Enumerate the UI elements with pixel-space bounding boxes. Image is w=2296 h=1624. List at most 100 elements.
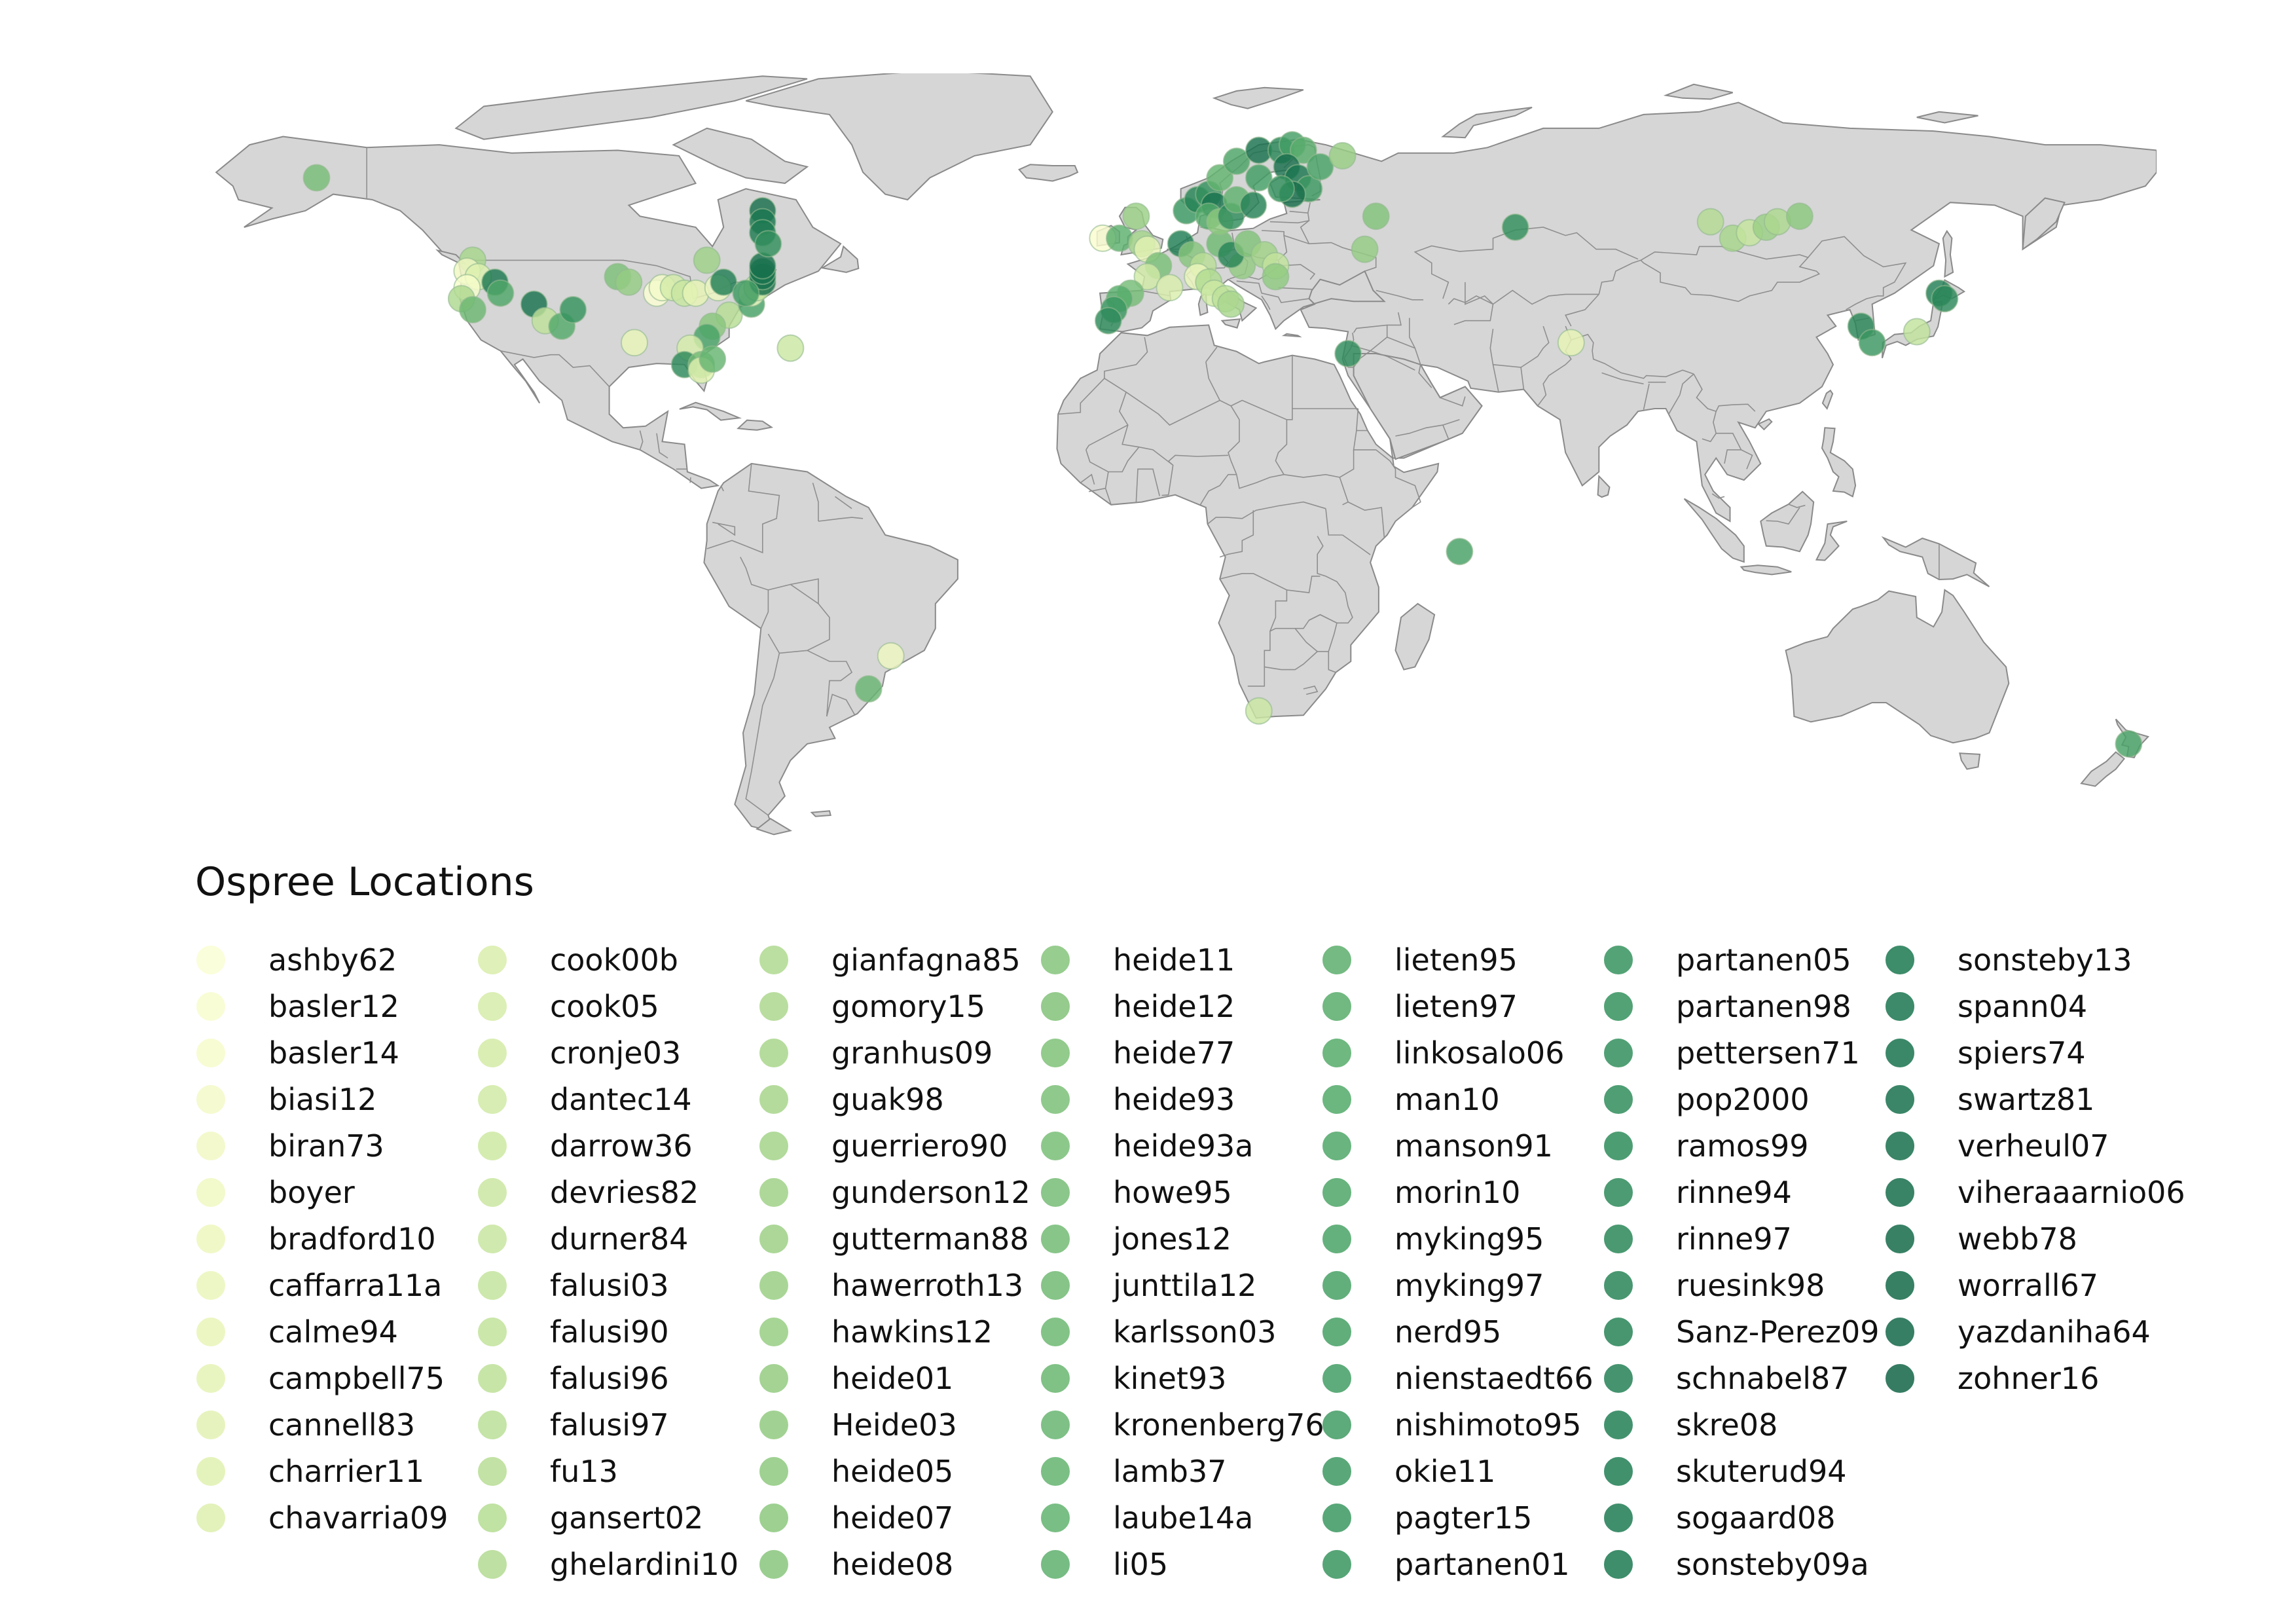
site-marker-falusi90[interactable] xyxy=(1903,318,1931,346)
site-marker-morin10[interactable] xyxy=(486,279,515,307)
site-marker-partanen98[interactable] xyxy=(559,295,587,323)
site-marker-cook00b[interactable] xyxy=(1156,274,1184,302)
legend-label: hawerroth13 xyxy=(831,1267,1024,1303)
country-border xyxy=(826,693,856,717)
legend-swatch xyxy=(196,1317,225,1346)
legend-entry: hawerroth13 xyxy=(759,1262,1023,1308)
legend-entry: guerriero90 xyxy=(759,1122,1008,1169)
landmass-taiwan xyxy=(1821,389,1834,410)
site-marker-heide12[interactable] xyxy=(1362,202,1390,231)
site-marker-kronenberg76[interactable] xyxy=(854,675,883,703)
legend-swatch xyxy=(1041,1038,1070,1067)
site-marker-hawerroth13[interactable] xyxy=(1122,202,1150,231)
legend-label: gomory15 xyxy=(831,988,985,1024)
legend-entry: chavarria09 xyxy=(196,1494,448,1541)
legend-label: gunderson12 xyxy=(831,1174,1030,1210)
world-map[interactable] xyxy=(149,73,2157,843)
site-marker-heide01[interactable] xyxy=(615,268,643,296)
legend-entry: manson91 xyxy=(1322,1122,1553,1169)
legend-entry: li05 xyxy=(1041,1541,1168,1587)
legend-label: lamb37 xyxy=(1113,1453,1227,1489)
country-border xyxy=(1711,493,1725,499)
site-marker-myking95[interactable] xyxy=(1222,147,1250,175)
legend-swatch xyxy=(1886,1177,1914,1207)
legend-entry: basler14 xyxy=(196,1029,399,1076)
legend-entry: partanen98 xyxy=(1604,983,1851,1029)
site-marker-lamb37[interactable] xyxy=(699,345,727,373)
site-marker-nerd95[interactable] xyxy=(1446,538,1474,566)
legend-entry: karlsson03 xyxy=(1041,1308,1276,1355)
legend-label: heide11 xyxy=(1113,942,1235,978)
site-marker-devries82[interactable] xyxy=(776,334,805,362)
landmass-novaya-zemlya xyxy=(1441,107,1533,139)
site-marker-bradford10[interactable] xyxy=(877,642,905,670)
site-marker-pop2000[interactable] xyxy=(1501,213,1529,241)
legend-label: nienstaedt66 xyxy=(1394,1360,1594,1396)
legend-entry: heide93a xyxy=(1041,1122,1253,1169)
site-marker-rinne97[interactable] xyxy=(1931,285,1959,313)
legend-label: nerd95 xyxy=(1394,1314,1502,1350)
legend-swatch xyxy=(1322,1038,1351,1067)
legend-entry: zohner16 xyxy=(1886,1355,2099,1401)
site-marker-heide01[interactable] xyxy=(1351,235,1379,263)
site-marker-heide05[interactable] xyxy=(1262,263,1290,291)
site-marker-hawkins12[interactable] xyxy=(1328,141,1357,170)
site-marker-kinet93[interactable] xyxy=(459,295,486,323)
legend-entry: ramos99 xyxy=(1604,1122,1809,1169)
legend-label: cannell83 xyxy=(268,1407,416,1443)
legend-label: partanen98 xyxy=(1676,988,1851,1024)
legend-entry: laube14a xyxy=(1041,1494,1253,1541)
site-marker-howe95[interactable] xyxy=(302,164,331,192)
site-marker-skre08[interactable] xyxy=(1239,191,1267,219)
legend-swatch xyxy=(1604,1363,1633,1393)
site-marker-gutterman88[interactable] xyxy=(693,246,721,274)
country-border xyxy=(767,583,830,654)
site-marker-ghelardini10[interactable] xyxy=(1696,208,1724,236)
legend-swatch xyxy=(196,1363,225,1393)
legend-label: rinne97 xyxy=(1676,1221,1792,1257)
landmass-sumatra xyxy=(1683,498,1745,563)
site-marker-rinne94[interactable] xyxy=(1334,340,1362,367)
landmass-borneo xyxy=(1760,490,1815,553)
legend-label: linkosalo06 xyxy=(1394,1035,1565,1071)
site-marker-calme94[interactable] xyxy=(621,329,648,357)
site-marker-dantec14[interactable] xyxy=(1133,263,1161,291)
country-border xyxy=(745,653,780,816)
legend-entry: linkosalo06 xyxy=(1322,1029,1564,1076)
legend-entry: sogaard08 xyxy=(1604,1494,1836,1541)
legend-swatch xyxy=(759,1503,788,1532)
country-border xyxy=(1283,473,1349,502)
site-marker-partanen01[interactable] xyxy=(1858,329,1886,357)
legend-entry: skuterud94 xyxy=(1604,1448,1846,1494)
landmass-falklands xyxy=(810,810,831,817)
legend-entry: guak98 xyxy=(759,1076,944,1122)
site-marker-lieten97[interactable] xyxy=(1289,136,1317,164)
legend-label: myking95 xyxy=(1394,1221,1544,1257)
legend-entry: granhus09 xyxy=(759,1029,993,1076)
country-border xyxy=(1448,295,1494,325)
site-marker-devries82[interactable] xyxy=(1245,697,1273,725)
site-marker-rinne94[interactable] xyxy=(1094,306,1122,335)
site-marker-granhus09[interactable] xyxy=(1217,290,1245,318)
site-marker-pettersen71[interactable] xyxy=(1267,175,1295,203)
legend-entry: myking97 xyxy=(1322,1262,1544,1308)
legend-label: durner84 xyxy=(550,1221,689,1257)
legend-entry: biran73 xyxy=(196,1122,384,1169)
site-marker-myking97[interactable] xyxy=(2115,729,2143,758)
site-marker-nishimoto95[interactable] xyxy=(1245,164,1273,192)
site-marker-pop2000[interactable] xyxy=(754,230,782,258)
country-border xyxy=(1418,364,1432,388)
legend-entry: nerd95 xyxy=(1322,1308,1501,1355)
legend-entry: junttila12 xyxy=(1041,1262,1256,1308)
site-marker-myking97[interactable] xyxy=(1306,153,1334,181)
site-marker-laube14a[interactable] xyxy=(1206,164,1234,192)
site-marker-skuterud94[interactable] xyxy=(710,268,738,296)
legend-swatch xyxy=(759,1224,788,1253)
legend-label: ashby62 xyxy=(268,942,397,978)
legend-swatch xyxy=(478,1317,507,1346)
legend-swatch xyxy=(1041,1363,1070,1393)
site-marker-heide07[interactable] xyxy=(1785,202,1813,231)
legend-entry: heide93 xyxy=(1041,1076,1235,1122)
site-marker-campbell75[interactable] xyxy=(1557,329,1585,357)
site-marker-okie11[interactable] xyxy=(732,279,760,307)
